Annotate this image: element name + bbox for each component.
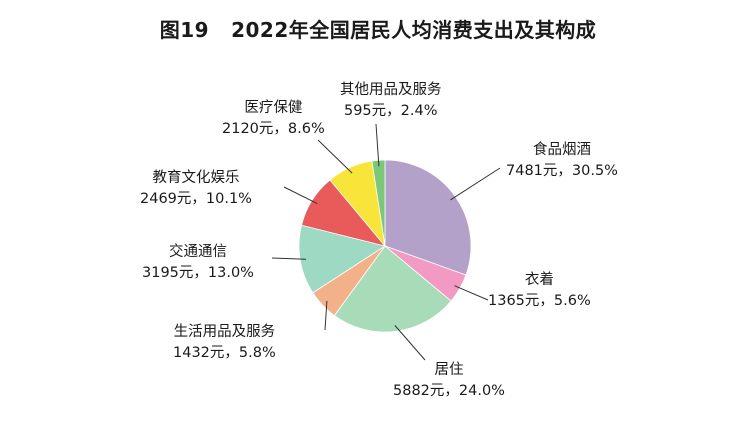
pie-slices: [298, 159, 472, 333]
figure-title: 2022年全国居民人均消费支出及其构成: [231, 18, 597, 42]
label-household: 生活用品及服务 1432元，5.8%: [173, 322, 276, 364]
label-other: 其他用品及服务 595元，2.4%: [340, 80, 442, 122]
label-household-value: 1432元，5.8%: [173, 345, 276, 361]
label-medical: 医疗保健 2120元，8.6%: [222, 98, 325, 140]
pie-slice-transport: [298, 224, 386, 294]
leader-lines: [271, 123, 501, 361]
label-medical-value: 2120元，8.6%: [222, 121, 325, 137]
figure-number: 图19: [159, 18, 210, 42]
label-food-name: 食品烟酒: [532, 142, 591, 158]
label-education: 教育文化娱乐 2469元，10.1%: [140, 168, 252, 210]
leader-line-other: [375, 123, 380, 167]
pie-slice-housing: [333, 245, 452, 333]
label-other-value: 595元，2.4%: [343, 103, 438, 119]
leader-line-housing: [394, 325, 426, 361]
label-food-value: 7481元，30.5%: [506, 163, 618, 179]
leader-line-household: [324, 300, 328, 331]
label-other-name: 其他用品及服务: [340, 82, 442, 98]
label-transport-value: 3195元，13.0%: [142, 265, 254, 281]
label-medical-name: 医疗保健: [244, 100, 303, 116]
label-transport-name: 交通通信: [168, 244, 227, 260]
label-housing-name: 居住: [434, 362, 464, 378]
label-education-name: 教育文化娱乐: [152, 170, 240, 186]
leader-line-clothing: [454, 285, 489, 301]
label-housing: 居住 5882元，24.0%: [393, 360, 505, 402]
leader-line-food: [450, 167, 501, 201]
label-clothing: 衣着 1365元，5.6%: [488, 270, 591, 312]
label-clothing-value: 1365元，5.6%: [488, 293, 591, 309]
leader-line-education: [283, 186, 318, 204]
label-housing-value: 5882元，24.0%: [393, 383, 505, 399]
label-clothing-name: 衣着: [524, 272, 554, 288]
chart-title: 图19 2022年全国居民人均消费支出及其构成: [0, 14, 756, 43]
label-food: 食品烟酒 7481元，30.5%: [506, 140, 618, 182]
leader-line-transport: [271, 257, 307, 260]
label-household-name: 生活用品及服务: [173, 324, 276, 340]
leader-line-medical: [317, 139, 353, 174]
label-education-value: 2469元，10.1%: [140, 191, 252, 207]
label-transport: 交通通信 3195元，13.0%: [142, 242, 254, 284]
